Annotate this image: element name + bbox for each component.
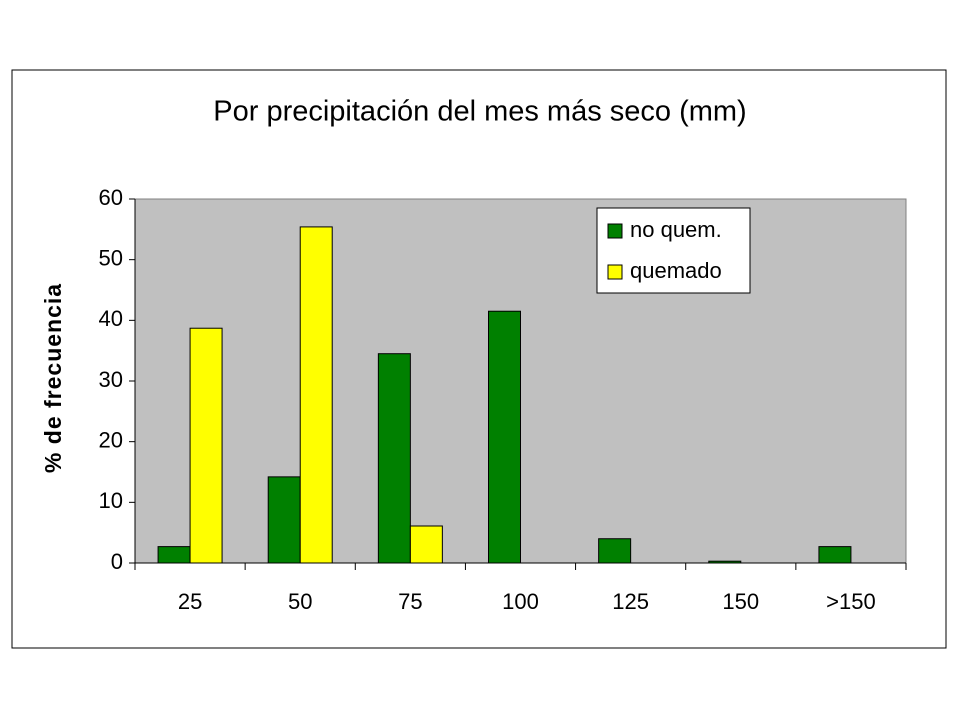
bar [189, 327, 223, 564]
bar [598, 538, 632, 564]
y-tick-label: 20 [99, 427, 123, 452]
x-tick-label: 100 [502, 589, 539, 614]
y-tick-label: 10 [99, 488, 123, 513]
bar [409, 525, 443, 564]
y-tick-label: 50 [99, 245, 123, 270]
legend-swatch [607, 264, 623, 280]
bar [299, 226, 333, 564]
bar [488, 310, 521, 564]
bar [267, 476, 301, 564]
y-axis-label: % de frecuencia [40, 283, 66, 473]
x-tick-label: 75 [398, 589, 422, 614]
x-tick-label: >150 [826, 589, 876, 614]
y-tick-label: 0 [111, 549, 123, 574]
y-tick-label: 30 [99, 367, 123, 392]
bar [157, 546, 191, 564]
legend-label: no quem. [630, 217, 722, 242]
x-tick-label: 150 [722, 589, 759, 614]
y-tick-label: 40 [99, 306, 123, 331]
bar [818, 546, 852, 564]
chart-title: Por precipitación del mes más seco (mm) [213, 96, 746, 128]
bar [708, 560, 742, 564]
y-tick-label: 60 [99, 185, 123, 210]
legend-swatch [607, 223, 623, 239]
x-tick-label: 50 [288, 589, 312, 614]
x-tick-label: 25 [178, 589, 202, 614]
x-tick-label: 125 [612, 589, 649, 614]
bar [377, 353, 411, 564]
legend-label: quemado [630, 258, 722, 283]
